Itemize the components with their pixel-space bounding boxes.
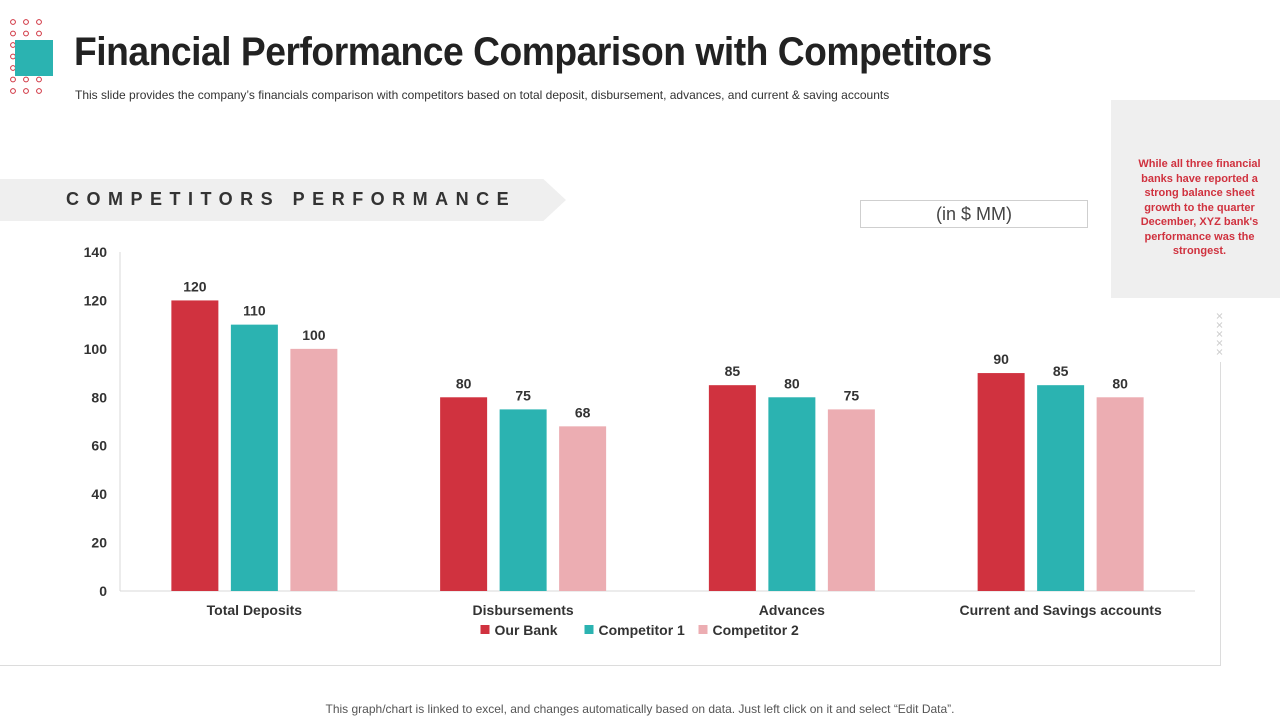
page-subtitle: This slide provides the company’s financ… — [75, 88, 890, 102]
y-tick-label: 80 — [91, 389, 107, 405]
bar — [708, 385, 756, 591]
bar-data-label: 120 — [183, 278, 207, 294]
bar-data-label: 80 — [784, 375, 800, 391]
decorative-dot — [36, 19, 42, 25]
frame-divider-vertical — [1220, 362, 1221, 666]
bar — [559, 426, 607, 591]
unit-label: (in $ MM) — [860, 200, 1088, 228]
page-title: Financial Performance Comparison with Co… — [74, 30, 992, 74]
bar — [1096, 397, 1144, 591]
decorative-x — [1216, 340, 1223, 346]
x-category-label: Disbursements — [473, 602, 574, 618]
y-tick-label: 140 — [84, 244, 108, 260]
decorative-x — [1216, 313, 1223, 319]
callout-text: While all three financial banks have rep… — [1138, 158, 1261, 257]
section-banner — [0, 179, 566, 221]
footer-note: This graph/chart is linked to excel, and… — [325, 702, 955, 716]
legend-swatch — [698, 625, 708, 634]
legend-label: Competitor 1 — [599, 622, 686, 638]
bar — [290, 348, 338, 591]
frame-divider-horizontal — [0, 665, 1221, 666]
legend-swatch — [480, 625, 490, 634]
y-tick-label: 0 — [99, 583, 107, 599]
bar-data-label: 68 — [575, 404, 591, 420]
decorative-x — [1216, 322, 1223, 328]
legend-item: Competitor 2 — [698, 622, 800, 638]
bar-data-label: 75 — [844, 387, 860, 403]
y-tick-label: 100 — [84, 341, 108, 357]
decorative-x-marks — [1216, 313, 1223, 355]
bar — [230, 324, 278, 591]
legend-label: Competitor 2 — [713, 622, 800, 638]
bar-data-label: 85 — [1053, 363, 1069, 379]
bar-data-label: 75 — [515, 387, 531, 403]
legend-label: Our Bank — [495, 622, 558, 638]
decorative-dot — [23, 19, 29, 25]
bar-data-label: 110 — [243, 303, 266, 319]
bar-data-label: 80 — [456, 375, 472, 391]
decorative-dot — [36, 88, 42, 94]
bar — [768, 397, 816, 591]
legend-item: Competitor 1 — [584, 622, 686, 638]
decorative-dot — [36, 76, 42, 83]
x-category-label: Current and Savings accounts — [959, 602, 1161, 618]
bar-data-label: 80 — [1112, 375, 1128, 391]
x-category-label: Advances — [759, 602, 825, 618]
bar-chart: 0 20 40 60 80 100 120 140 120 110 100 Total Deposit… — [84, 244, 1195, 638]
callout-box: While all three financial banks have rep… — [1111, 100, 1280, 298]
decorative-teal-square — [15, 40, 53, 76]
bar — [977, 373, 1025, 591]
x-category-label: Total Deposits — [207, 602, 303, 618]
decorative-dot — [10, 19, 16, 25]
bar — [1037, 385, 1085, 591]
bar — [827, 409, 875, 591]
decorative-dot — [10, 76, 16, 83]
y-tick-label: 60 — [91, 438, 107, 454]
bar — [171, 300, 219, 591]
decorative-dot — [23, 88, 29, 94]
decorative-dot — [23, 76, 29, 83]
legend-swatch — [584, 625, 594, 634]
decorative-x — [1216, 331, 1223, 337]
bar-data-label: 90 — [993, 351, 1009, 367]
decorative-dot — [10, 88, 16, 94]
section-title: COMPETITORS PERFORMANCE — [66, 189, 517, 209]
y-tick-label: 40 — [91, 486, 107, 502]
decorative-x — [1216, 349, 1223, 355]
decorative-dot — [10, 30, 16, 37]
bar-data-label: 100 — [302, 327, 326, 343]
y-tick-label: 20 — [91, 535, 107, 551]
bar — [499, 409, 547, 591]
y-tick-label: 120 — [84, 292, 108, 308]
decorative-dot — [36, 30, 42, 37]
legend-item: Our Bank — [480, 622, 558, 638]
bar-data-label: 85 — [725, 363, 741, 379]
decorative-dot — [23, 30, 29, 37]
bar — [440, 397, 488, 591]
